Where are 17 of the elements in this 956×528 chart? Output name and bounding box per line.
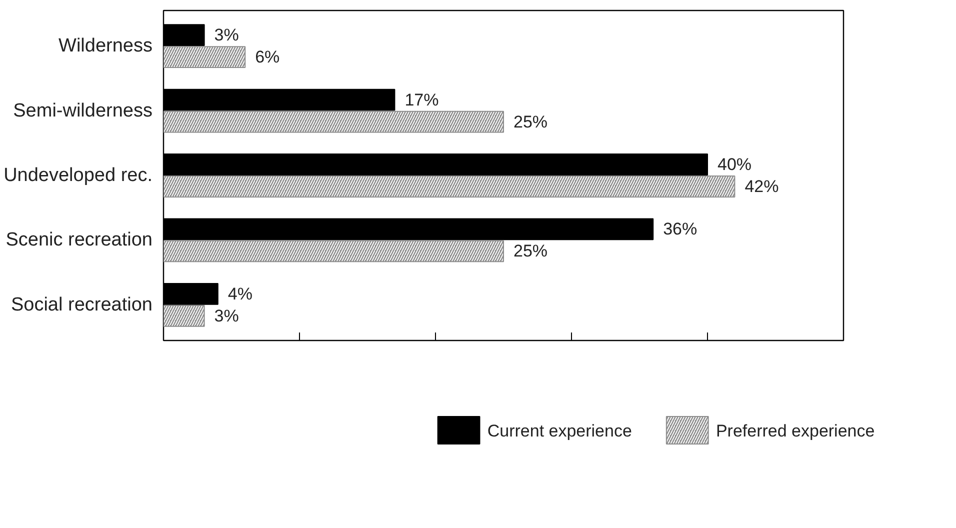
data-label: 4% xyxy=(228,284,252,304)
y-tick-label: Semi-wilderness xyxy=(13,100,152,122)
y-tick-label: Scenic recreation xyxy=(6,230,152,251)
legend-label: Preferred experience xyxy=(716,421,875,440)
data-label: 25% xyxy=(514,112,548,132)
data-label: 6% xyxy=(255,48,280,67)
y-tick-label: Undeveloped rec. xyxy=(4,165,153,186)
data-label: 3% xyxy=(214,26,239,45)
y-tick-label: Wilderness xyxy=(58,36,153,57)
data-label: 17% xyxy=(404,90,439,110)
data-label: 42% xyxy=(744,177,779,196)
data-label: 36% xyxy=(663,220,698,239)
y-tick-label: Social recreation xyxy=(10,294,153,316)
data-label: 40% xyxy=(718,155,752,174)
legend-label: Current experience xyxy=(487,421,632,440)
data-label: 3% xyxy=(214,306,239,326)
data-label: 25% xyxy=(514,242,548,261)
